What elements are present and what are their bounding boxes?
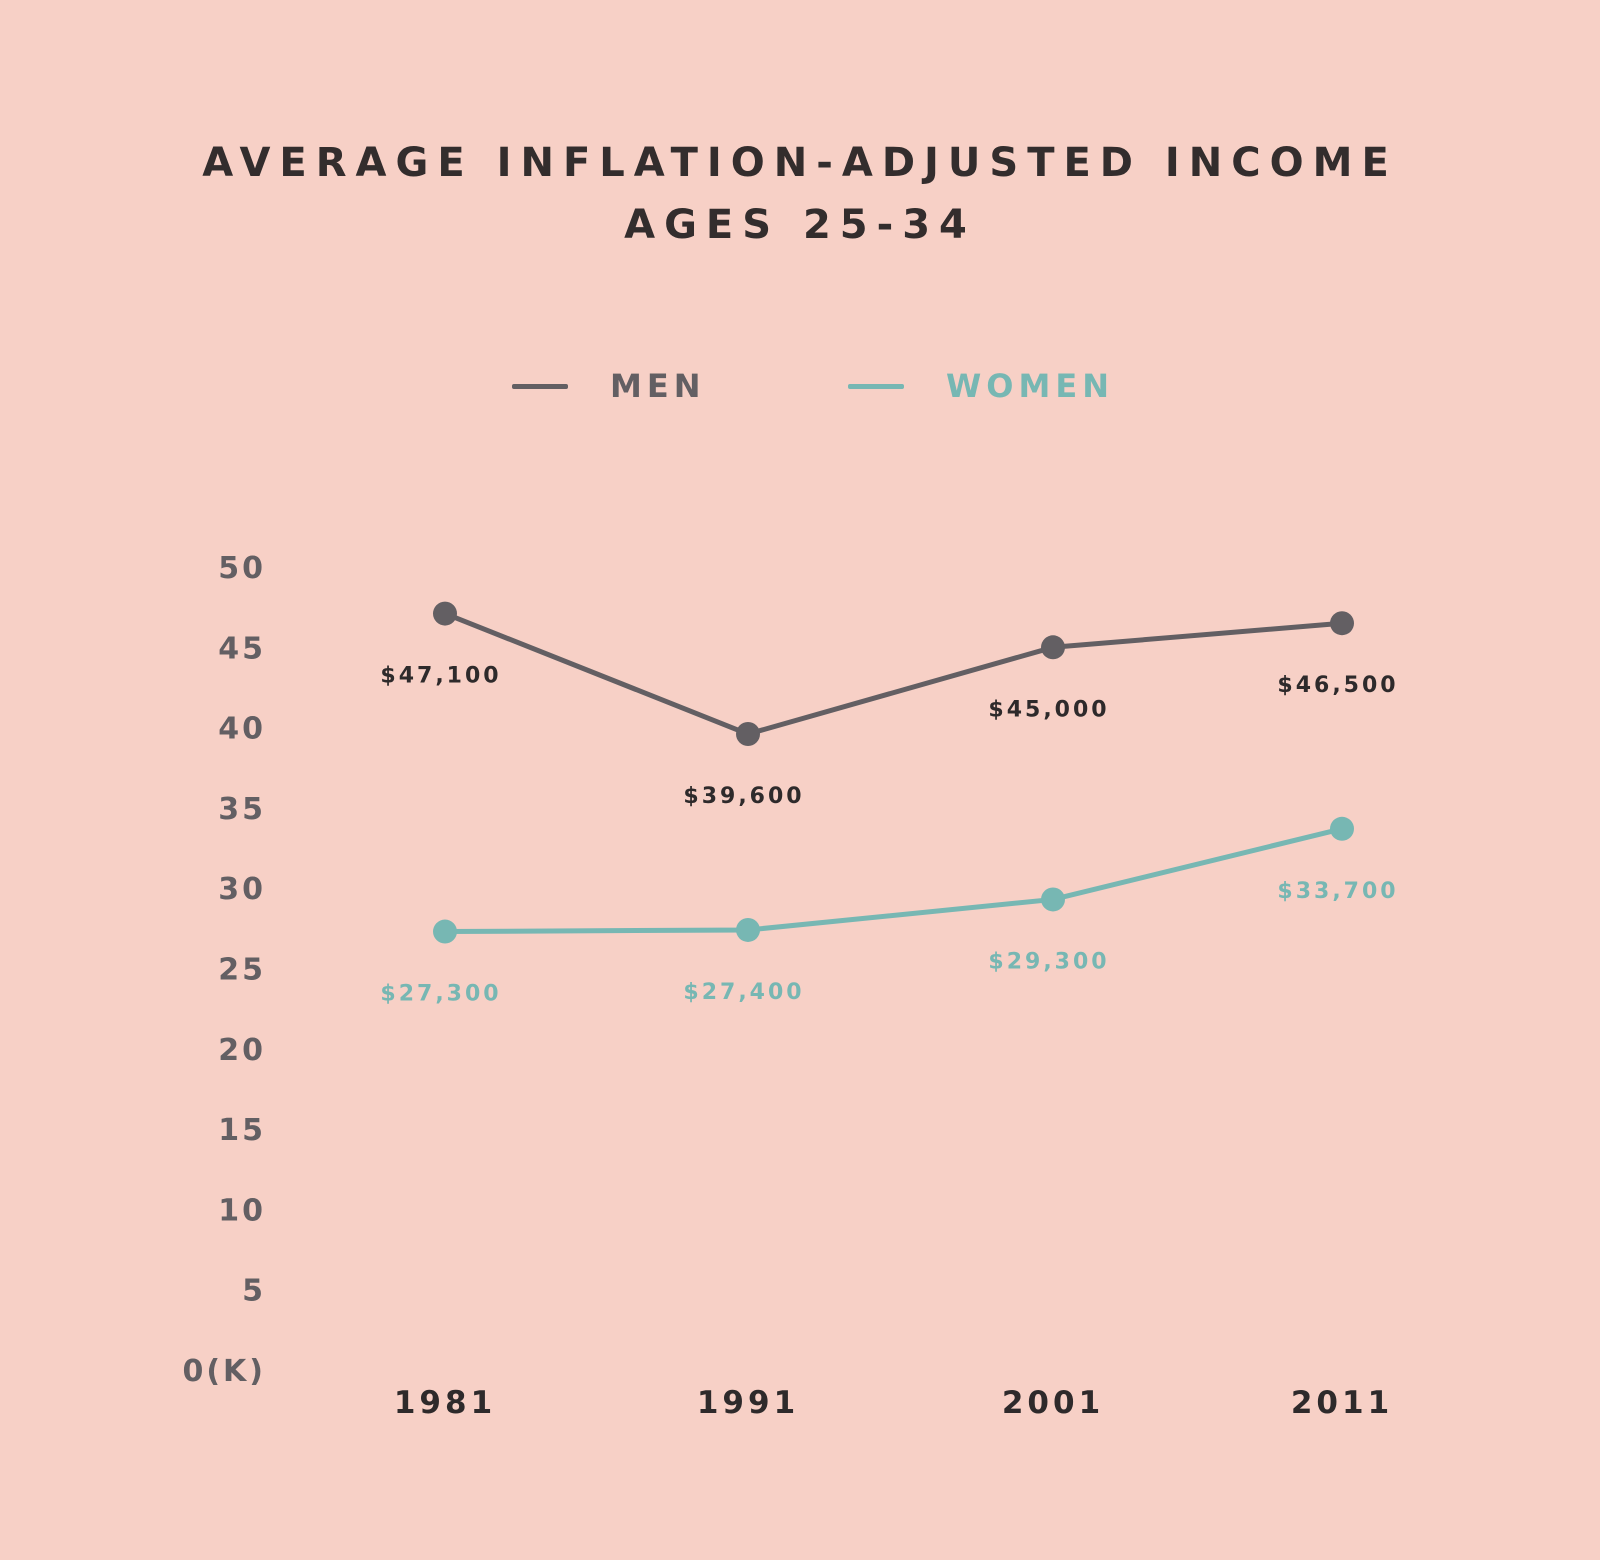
data-point-women xyxy=(1041,887,1065,912)
data-point-men xyxy=(1330,611,1354,636)
legend-swatch-men xyxy=(512,383,568,389)
data-label-women: $27,300 xyxy=(380,982,501,1007)
y-tick-label: 15 xyxy=(218,1113,266,1148)
chart-title: AVERAGE INFLATION-ADJUSTED INCOME xyxy=(202,140,1398,186)
x-tick-label: 1991 xyxy=(697,1385,799,1421)
y-tick-label: 40 xyxy=(218,712,266,747)
data-point-women xyxy=(433,919,457,944)
y-tick-label: 50 xyxy=(218,551,266,586)
legend-label-men: MEN xyxy=(610,367,706,405)
data-label-men: $46,500 xyxy=(1277,673,1398,698)
data-point-men xyxy=(1041,635,1065,660)
x-tick-label: 2011 xyxy=(1291,1385,1393,1421)
x-tick-label: 2001 xyxy=(1002,1385,1104,1421)
legend-entry-men: MEN xyxy=(512,364,705,408)
data-label-men: $45,000 xyxy=(988,697,1109,722)
data-point-women xyxy=(736,917,760,942)
data-label-women: $27,400 xyxy=(683,980,804,1005)
legend-entry-women: WOMEN xyxy=(848,364,1114,408)
y-tick-label: 30 xyxy=(218,872,266,907)
data-label-men: $39,600 xyxy=(683,784,804,809)
legend-label-women: WOMEN xyxy=(946,367,1114,405)
legend-swatch-women xyxy=(848,383,904,389)
data-label-women: $33,700 xyxy=(1277,879,1398,904)
y-tick-label: 10 xyxy=(218,1193,266,1228)
series-line-men xyxy=(442,611,1345,737)
data-label-women: $29,300 xyxy=(988,949,1109,974)
y-tick-label: 5 xyxy=(242,1274,266,1309)
x-tick-label: 1981 xyxy=(394,1385,496,1421)
y-tick-label: 45 xyxy=(218,631,266,666)
y-tick-label: 35 xyxy=(218,792,266,827)
data-point-men xyxy=(736,722,760,747)
y-tick-label: 0(K) xyxy=(182,1354,266,1389)
series-line-women xyxy=(442,826,1345,935)
data-point-women xyxy=(1330,816,1354,841)
data-point-men xyxy=(433,601,457,626)
data-label-men: $47,100 xyxy=(380,664,501,689)
y-tick-label: 25 xyxy=(218,953,266,988)
chart-subtitle: AGES 25-34 xyxy=(624,202,976,248)
y-tick-label: 20 xyxy=(218,1033,266,1068)
